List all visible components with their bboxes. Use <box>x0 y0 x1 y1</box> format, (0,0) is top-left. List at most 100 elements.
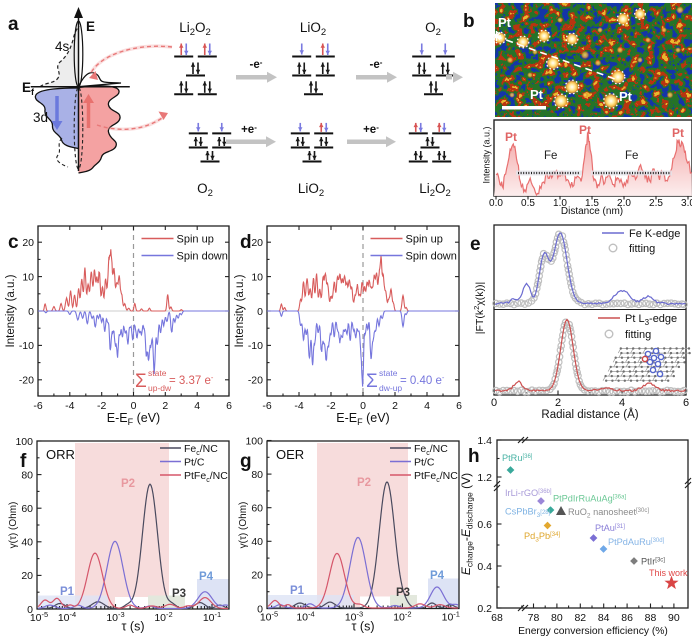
svg-text:γ(τ) (Ohm): γ(τ) (Ohm) <box>8 502 19 549</box>
svg-text:1.5: 1.5 <box>585 198 599 209</box>
svg-text:20: 20 <box>251 237 263 249</box>
svg-text:80: 80 <box>21 469 33 481</box>
svg-text:Pt: Pt <box>505 130 517 144</box>
svg-text:-e-: -e- <box>370 58 383 71</box>
svg-text:60: 60 <box>21 503 33 515</box>
svg-text:b: b <box>463 11 475 32</box>
svg-text:2: 2 <box>162 400 168 412</box>
svg-text:P4: P4 <box>430 570 445 582</box>
svg-text:0.5: 0.5 <box>521 198 535 209</box>
svg-text:P2: P2 <box>121 478 135 490</box>
svg-text:PtFec/NC: PtFec/NC <box>414 470 458 484</box>
svg-text:state: state <box>148 368 167 378</box>
svg-text:P3: P3 <box>396 587 410 599</box>
svg-text:3d: 3d <box>33 110 48 125</box>
svg-text:100: 100 <box>15 436 33 448</box>
svg-text:20: 20 <box>251 570 263 582</box>
svg-text:PtAu[31]: PtAu[31] <box>595 523 625 533</box>
svg-text:Energy conversion efficiency (: Energy conversion efficiency (%) <box>518 626 668 637</box>
svg-text:Radial distance (Å): Radial distance (Å) <box>541 408 638 421</box>
svg-text:100: 100 <box>245 435 263 447</box>
svg-text:80: 80 <box>551 612 563 624</box>
svg-text:-6: -6 <box>262 400 271 412</box>
svg-text:2.0: 2.0 <box>617 198 631 209</box>
svg-text:1.2: 1.2 <box>477 472 492 484</box>
svg-text:τ (s): τ (s) <box>122 620 145 634</box>
svg-text:Pt/C: Pt/C <box>184 457 205 469</box>
svg-text:2.5: 2.5 <box>649 198 663 209</box>
svg-text:Spin up: Spin up <box>177 234 214 246</box>
svg-text:86: 86 <box>621 612 633 624</box>
svg-text:PtPdAuRu[30d]: PtPdAuRu[30d] <box>608 537 665 547</box>
svg-text:-10: -10 <box>19 340 34 352</box>
svg-text:Pt/C: Pt/C <box>414 457 435 469</box>
svg-text:0: 0 <box>257 603 263 615</box>
svg-text:IrLi-rGO[36b]: IrLi-rGO[36b] <box>505 488 552 498</box>
svg-text:20: 20 <box>21 570 33 582</box>
svg-text:3.0: 3.0 <box>681 198 692 209</box>
svg-text:4: 4 <box>194 400 200 412</box>
svg-text:Fec/NC: Fec/NC <box>414 443 448 457</box>
svg-text:68: 68 <box>491 612 503 624</box>
svg-text:6: 6 <box>683 397 689 409</box>
svg-text:0: 0 <box>131 400 137 412</box>
svg-text:-2: -2 <box>326 400 335 412</box>
svg-text:E-EF (eV): E-EF (eV) <box>336 411 389 427</box>
svg-text:80: 80 <box>251 469 263 481</box>
svg-text:0.6: 0.6 <box>477 519 492 531</box>
svg-text:Σ: Σ <box>135 371 147 392</box>
svg-text:P1: P1 <box>60 586 75 598</box>
svg-text:LiO2: LiO2 <box>300 20 326 38</box>
svg-text:fitting: fitting <box>629 243 655 255</box>
svg-text:2: 2 <box>392 400 398 412</box>
svg-text:90: 90 <box>668 612 680 624</box>
svg-text:-20: -20 <box>19 375 34 387</box>
svg-text:E-EF (eV): E-EF (eV) <box>107 411 160 427</box>
svg-text:-e-: -e- <box>250 58 263 71</box>
svg-text:|FT(k2χ(k))|: |FT(k2χ(k))| <box>472 282 486 334</box>
svg-text:P1: P1 <box>290 585 305 597</box>
svg-text:Fe: Fe <box>544 150 557 162</box>
svg-text:0: 0 <box>491 397 497 409</box>
svg-text:0.4: 0.4 <box>477 561 492 573</box>
svg-text:dw-up: dw-up <box>379 383 402 393</box>
svg-text:1.0: 1.0 <box>553 198 567 209</box>
svg-text:0: 0 <box>360 400 366 412</box>
svg-text:c: c <box>8 232 19 253</box>
svg-text:40: 40 <box>21 537 33 549</box>
svg-text:up-dw: up-dw <box>148 383 172 393</box>
svg-text:Fe K-edge: Fe K-edge <box>629 228 680 240</box>
svg-text:-20: -20 <box>248 375 263 387</box>
svg-text:Σ: Σ <box>366 371 378 392</box>
svg-text:4: 4 <box>619 397 625 409</box>
svg-text:This work: This work <box>649 568 688 578</box>
svg-text:Echarge-Edischarge (V): Echarge-Edischarge (V) <box>459 473 475 575</box>
svg-text:-4: -4 <box>294 400 303 412</box>
svg-text:84: 84 <box>598 612 610 624</box>
svg-text:LiO2: LiO2 <box>298 181 324 199</box>
svg-text:a: a <box>8 14 19 35</box>
svg-text:PtFec/NC: PtFec/NC <box>184 470 228 484</box>
svg-text:d: d <box>240 232 252 253</box>
svg-text:+e-: +e- <box>241 123 257 136</box>
svg-text:Pt: Pt <box>672 126 684 140</box>
svg-text:-10: -10 <box>248 340 263 352</box>
svg-text:6: 6 <box>456 400 462 412</box>
svg-text:Pt L3-edge: Pt L3-edge <box>625 313 677 327</box>
svg-text:PtPdIrRuAuAg[36a]: PtPdIrRuAuAg[36a] <box>553 494 626 504</box>
svg-text:-4: -4 <box>65 400 74 412</box>
svg-text:88: 88 <box>645 612 657 624</box>
svg-text:Intensity (a.u.): Intensity (a.u.) <box>5 274 17 347</box>
svg-text:e: e <box>470 234 481 255</box>
svg-text:78: 78 <box>528 612 540 624</box>
svg-text:4: 4 <box>424 400 430 412</box>
svg-text:= 0.40 e-: = 0.40 e- <box>400 373 445 387</box>
svg-text:ORR: ORR <box>46 447 75 462</box>
svg-text:4s: 4s <box>55 39 70 54</box>
svg-text:PtIr[3c]: PtIr[3c] <box>641 557 665 567</box>
svg-text:10: 10 <box>251 271 263 283</box>
svg-text:40: 40 <box>251 536 263 548</box>
svg-text:fitting: fitting <box>625 329 651 341</box>
svg-text:20: 20 <box>22 237 34 249</box>
svg-text:-2: -2 <box>97 400 106 412</box>
